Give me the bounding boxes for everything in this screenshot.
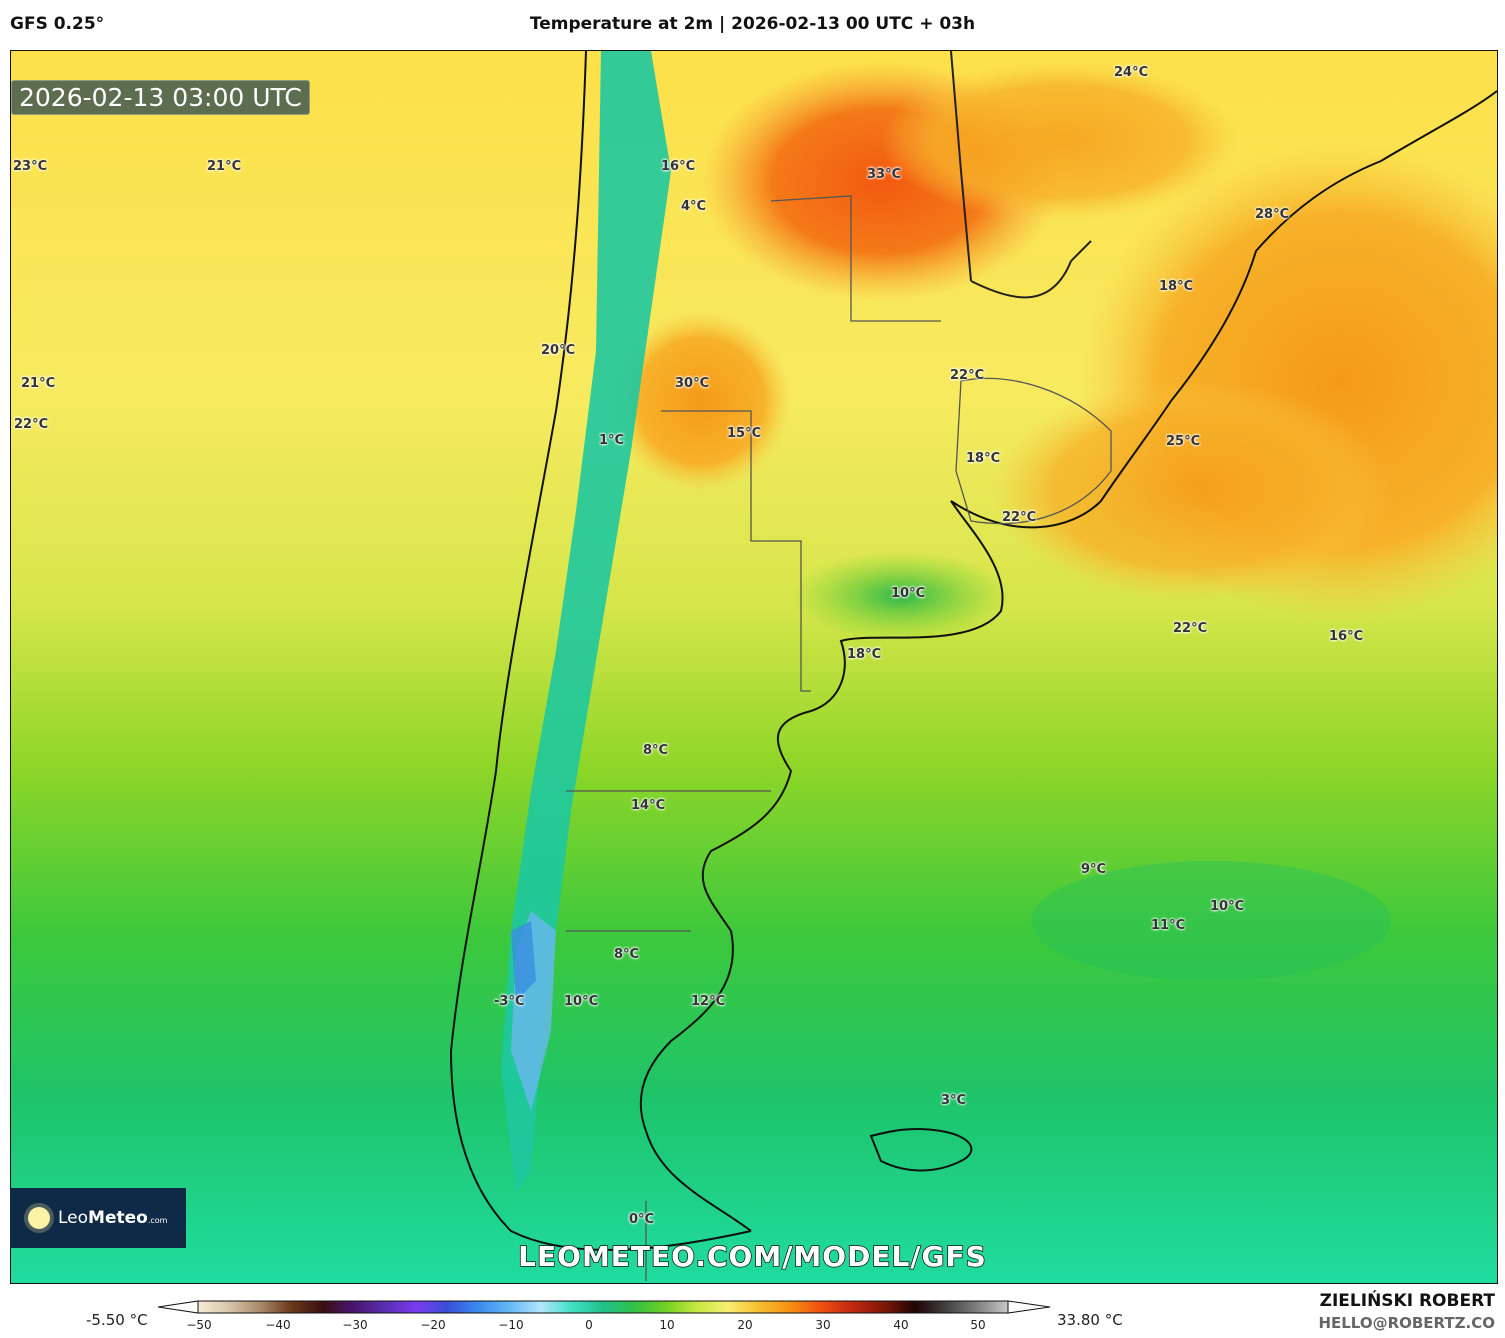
- temperature-label: 18°C: [966, 451, 1001, 466]
- colorbar-ticks: −50 −40 −30 −20 −10 0 10 20 30 40 50: [0, 1318, 1505, 1338]
- colorbar-tick: −40: [265, 1318, 291, 1332]
- colorbar-tick: −50: [186, 1318, 212, 1332]
- temperature-label: 3°C: [941, 1093, 967, 1108]
- temperature-map[interactable]: 2026-02-13 03:00 UTC 23°C 21°C 21°C 22°C 20°…: [10, 50, 1498, 1284]
- colorbar-min-label: -5.50 °C: [86, 1311, 148, 1329]
- temperature-label: 23°C: [13, 159, 48, 174]
- colorbar-tick: 50: [970, 1318, 986, 1332]
- colorbar-tick: 20: [737, 1318, 753, 1332]
- sun-icon: [28, 1207, 50, 1229]
- author-name: ZIELIŃSKI ROBERT: [1319, 1291, 1495, 1311]
- colorbar-tick: 40: [893, 1318, 909, 1332]
- temperature-label: 9°C: [1081, 862, 1107, 877]
- temperature-label: 18°C: [1159, 279, 1194, 294]
- colorbar-max-label: 33.80 °C: [1057, 1311, 1123, 1329]
- temperature-label: 24°C: [1114, 65, 1149, 80]
- temperature-label: 22°C: [1173, 621, 1208, 636]
- temperature-label: 11°C: [1151, 918, 1186, 933]
- temperature-label: 28°C: [1255, 207, 1290, 222]
- temperature-label: 14°C: [631, 798, 666, 813]
- temperature-label: 10°C: [564, 994, 599, 1009]
- temperature-label: 20°C: [541, 343, 576, 358]
- temperature-label: 0°C: [629, 1212, 655, 1227]
- temperature-label: 16°C: [661, 159, 696, 174]
- temperature-label: 10°C: [891, 586, 926, 601]
- temperature-label: 12°C: [691, 994, 726, 1009]
- colorbar-tick: −20: [420, 1318, 446, 1332]
- colorbar-tick: 0: [585, 1318, 593, 1332]
- temperature-label: 1°C: [599, 433, 625, 448]
- model-name: GFS 0.25°: [10, 14, 105, 34]
- colorbar-tick: 30: [815, 1318, 831, 1332]
- leometeo-logo[interactable]: LeoMeteo.com: [10, 1188, 186, 1248]
- colorbar-tick: −10: [498, 1318, 524, 1332]
- temperature-label: 18°C: [847, 647, 882, 662]
- temperature-label: 10°C: [1210, 899, 1245, 914]
- logo-text: LeoMeteo.com: [58, 1208, 168, 1228]
- colorbar-tick: −30: [342, 1318, 368, 1332]
- watermark-url: LEOMETEO.COM/MODEL/GFS: [517, 1239, 987, 1274]
- temperature-label: 15°C: [727, 426, 762, 441]
- temperature-label: 8°C: [643, 743, 669, 758]
- temperature-label: 30°C: [675, 376, 710, 391]
- temperature-label: 21°C: [207, 159, 242, 174]
- temperature-field: [11, 51, 1497, 1283]
- valid-time-badge: 2026-02-13 03:00 UTC: [11, 80, 310, 115]
- temperature-label: -3°C: [494, 994, 525, 1009]
- temperature-label: 25°C: [1166, 434, 1201, 449]
- colorbar: [158, 1300, 1051, 1314]
- temperature-label: 33°C: [867, 167, 902, 182]
- temperature-label: 22°C: [950, 368, 985, 383]
- temperature-label: 16°C: [1329, 629, 1364, 644]
- temperature-label: 22°C: [14, 417, 49, 432]
- temperature-label: 21°C: [21, 376, 56, 391]
- author-email[interactable]: HELLO@ROBERTZ.CO: [1318, 1314, 1495, 1332]
- chart-title: Temperature at 2m | 2026-02-13 00 UTC + …: [529, 14, 976, 34]
- colorbar-tick: 10: [659, 1318, 675, 1332]
- temperature-label: 4°C: [681, 199, 707, 214]
- temperature-label: 8°C: [614, 947, 640, 962]
- temperature-label: 22°C: [1002, 510, 1037, 525]
